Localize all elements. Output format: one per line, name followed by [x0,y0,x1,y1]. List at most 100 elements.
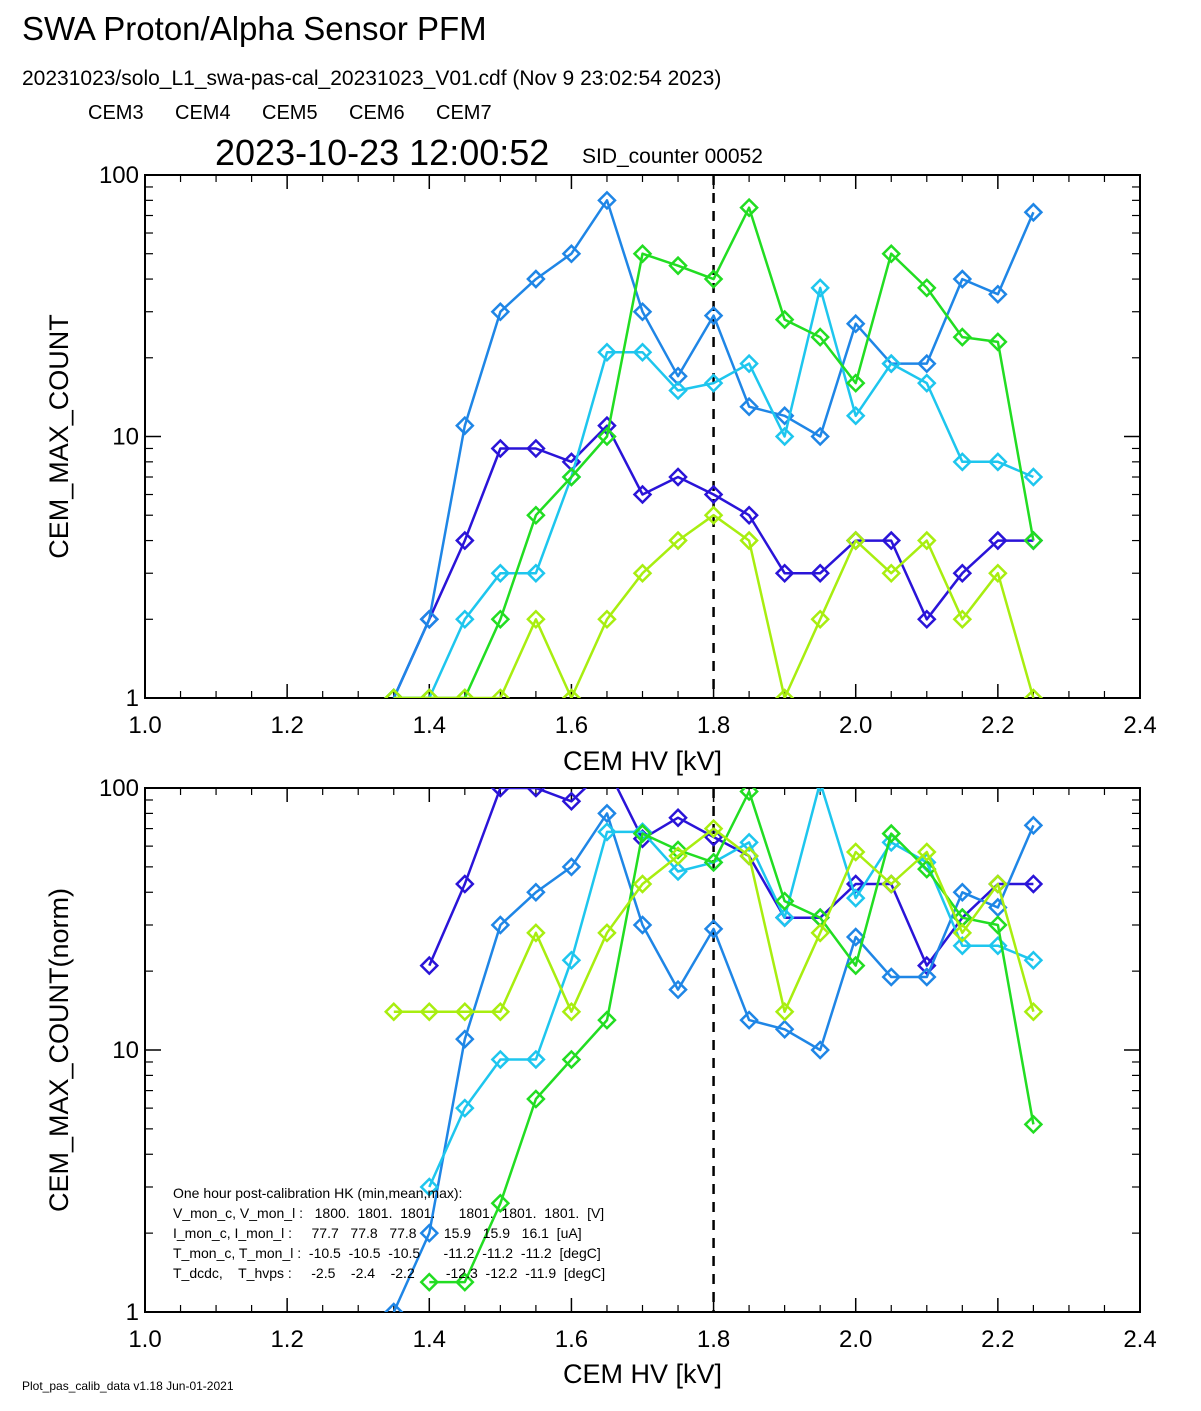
data-point-cem5 [668,380,688,401]
data-point-cem5 [597,342,617,363]
data-point-cem3 [703,484,724,505]
data-point-cem5 [1023,950,1044,971]
data-point-cem5 [455,1098,475,1118]
data-point-cem7 [526,609,546,630]
data-point-cem5 [739,832,759,853]
y-tick-label: 10 [112,424,139,451]
data-point-cem5 [419,1177,440,1197]
y-tick-label: 100 [99,162,139,189]
y-axis-label: CEM_MAX_COUNT(norm) [44,888,74,1212]
data-point-cem6 [881,823,902,844]
series-line-cem4 [392,199,1035,698]
data-point-cem4 [455,1029,475,1049]
x-tick-label: 1.0 [128,1326,161,1353]
series-cem7 [383,818,1044,1022]
data-point-cem6 [703,852,724,873]
series-line-cem7 [393,827,1035,1013]
data-point-cem4 [917,967,937,987]
data-point-cem4 [881,967,902,987]
data-point-cem3 [810,563,830,584]
data-point-cem7 [597,923,617,943]
data-point-cem6 [881,243,902,264]
data-point-cem6 [917,278,937,298]
hk-info-block: One hour post-calibration HK (min,mean,m… [173,1185,605,1281]
legend-cem3: CEM3 [88,102,144,124]
data-point-cem7 [668,846,688,866]
data-point-cem7 [383,688,404,698]
data-point-cem6 [845,955,866,976]
data-point-cem4 [845,313,866,334]
data-point-cem6 [526,505,546,525]
plot-panel-top: 1.0 1.2 1.4 1.6 1.8 2.0 2.2 2.4 1 10 100 CEM HV [kV… [44,162,1157,776]
data-point-cem6 [774,891,795,911]
data-point-cem7 [845,842,866,862]
data-point-cem5 [845,406,866,426]
data-point-cem4 [419,609,440,630]
data-point-cem4 [526,269,546,289]
series-line-cem6 [393,206,1035,698]
x-axis-label: CEM HV [kV] [563,1359,722,1389]
x-axis-label: CEM HV [kV] [563,746,722,776]
data-point-cem4 [419,1223,440,1243]
data-point-cem7 [703,818,724,839]
data-point-cem6 [739,788,759,802]
data-point-cem3 [881,530,902,551]
series-line-cem3 [392,424,1034,698]
data-point-cem5 [815,788,825,793]
data-point-cem5 [988,935,1008,956]
data-point-cem7 [1023,688,1044,698]
data-point-cem7 [490,1001,511,1022]
legend-cem7: CEM7 [436,102,492,124]
data-point-cem7 [988,874,1008,894]
data-point-cem7 [455,688,475,698]
legend-cem4: CEM4 [175,102,231,124]
data-point-cem3 [490,788,511,798]
data-point-cem4 [739,396,759,417]
x-tick-label: 1.4 [413,1326,446,1353]
x-tick-label: 1.8 [697,1326,730,1353]
data-point-cem7 [703,505,724,525]
plot-panel-bottom: 1.0 1.2 1.4 1.6 1.8 2.0 2.2 2.4 1 10 100 CEM HV [kV… [44,775,1157,1389]
x-tick-label: 1.8 [697,712,730,739]
data-point-cem3 [774,563,795,584]
x-tick-label: 1.2 [270,712,303,739]
data-point-cem3 [526,788,546,798]
data-point-cem3 [1023,874,1044,894]
data-point-cem7 [774,688,795,698]
data-point-cem4 [703,305,724,326]
x-tick-label: 2.0 [839,1326,872,1353]
data-point-cem3 [455,530,475,551]
x-tick-label: 2.4 [1123,712,1156,739]
data-point-cem5 [455,609,475,630]
data-point-cem5 [774,907,795,928]
data-point-cem7 [881,874,902,894]
footer-version: Plot_pas_calib_data v1.18 Jun-01-2021 [22,1379,234,1393]
legend-cem5: CEM5 [262,102,318,124]
data-point-cem6 [668,255,688,276]
series-line-cem5 [393,286,1034,698]
data-point-cem6 [561,467,582,487]
data-point-cem5 [703,373,724,393]
data-point-cem3 [668,467,688,487]
data-point-cem4 [597,190,617,211]
data-point-cem7 [419,1001,440,1022]
data-point-cem6 [597,426,617,447]
x-tick-label: 2.0 [839,712,872,739]
data-point-cem4 [668,979,688,1000]
data-point-cem3 [419,955,440,976]
y-tick-label: 10 [112,1037,139,1064]
data-point-cem6 [988,332,1008,352]
data-point-cem4 [774,1019,795,1040]
data-point-cem7 [739,846,759,866]
hk-row-v-mon: V_mon_c, V_mon_l : 1800. 1801. 1801. 180… [173,1205,604,1221]
data-point-cem4 [917,353,937,374]
data-point-cem5 [988,452,1008,472]
x-tick-label: 2.2 [981,712,1014,739]
data-point-cem6 [739,197,759,218]
data-point-cem6 [988,915,1008,935]
data-point-cem4 [597,803,617,824]
series-cem3 [419,788,1044,976]
data-point-cem6 [1023,530,1044,551]
data-point-cem4 [810,426,830,447]
data-point-cem5 [526,563,546,584]
